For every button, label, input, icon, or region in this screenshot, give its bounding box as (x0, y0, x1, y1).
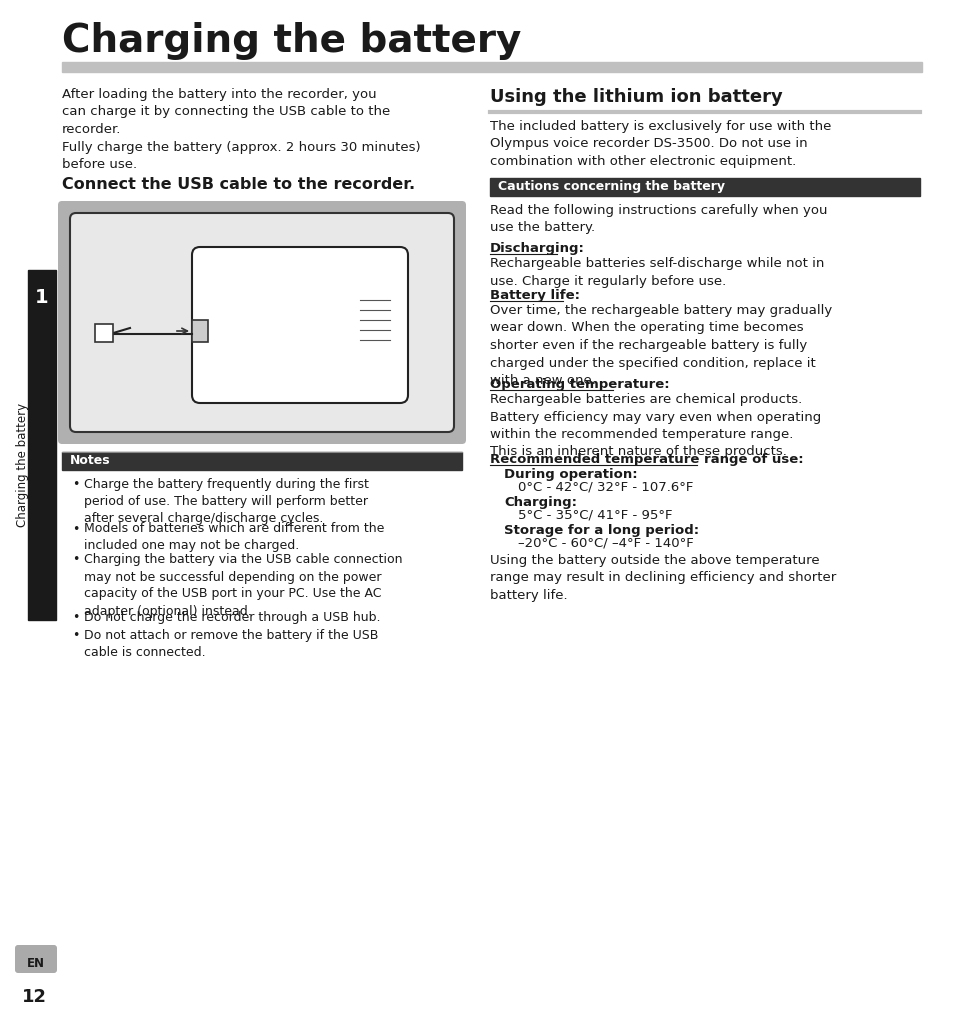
Text: Cautions concerning the battery: Cautions concerning the battery (497, 180, 724, 193)
Text: Do not charge the recorder through a USB hub.: Do not charge the recorder through a USB… (84, 612, 380, 624)
Text: The included battery is exclusively for use with the
Olympus voice recorder DS-3: The included battery is exclusively for … (490, 120, 830, 168)
Text: 12: 12 (22, 988, 47, 1006)
Bar (62, 62, 921, 72)
Text: During operation:: During operation: (503, 468, 637, 481)
Text: 5°C - 35°C/ 41°F - 95°F: 5°C - 35°C/ 41°F - 95°F (517, 509, 672, 522)
Text: •: • (71, 523, 79, 535)
Text: Using the lithium ion battery: Using the lithium ion battery (490, 88, 781, 106)
Text: Charging the battery: Charging the battery (15, 403, 29, 527)
Text: Connect the USB cable to the recorder.: Connect the USB cable to the recorder. (62, 177, 415, 192)
Text: Rechargeable batteries are chemical products.
Battery efficiency may vary even w: Rechargeable batteries are chemical prod… (490, 393, 821, 458)
Text: Do not attach or remove the battery if the USB
cable is connected.: Do not attach or remove the battery if t… (84, 629, 378, 659)
Text: 1: 1 (35, 288, 49, 307)
Text: •: • (71, 612, 79, 624)
Text: 0°C - 42°C/ 32°F - 107.6°F: 0°C - 42°C/ 32°F - 107.6°F (517, 481, 693, 494)
Text: Over time, the rechargeable battery may gradually
wear down. When the operating : Over time, the rechargeable battery may … (490, 304, 831, 387)
Bar (192, 320, 208, 342)
Text: Charging the battery via the USB cable connection
may not be successful dependin: Charging the battery via the USB cable c… (84, 553, 402, 618)
Text: •: • (71, 553, 79, 567)
Text: •: • (71, 478, 79, 491)
Text: Rechargeable batteries self-discharge while not in
use. Charge it regularly befo: Rechargeable batteries self-discharge wh… (490, 257, 823, 287)
Bar (95, 324, 112, 342)
FancyBboxPatch shape (15, 945, 57, 973)
Text: Charging:: Charging: (503, 496, 577, 509)
Text: –20°C - 60°C/ –4°F - 140°F: –20°C - 60°C/ –4°F - 140°F (517, 537, 693, 550)
Text: EN: EN (27, 957, 45, 970)
FancyBboxPatch shape (192, 247, 408, 403)
Text: Battery life:: Battery life: (490, 290, 579, 302)
FancyBboxPatch shape (58, 201, 465, 444)
Bar (62, 452, 461, 470)
Text: Charging the battery: Charging the battery (62, 23, 521, 60)
Text: •: • (71, 629, 79, 642)
Bar (28, 270, 56, 620)
Text: After loading the battery into the recorder, you
can charge it by connecting the: After loading the battery into the recor… (62, 88, 420, 171)
FancyBboxPatch shape (70, 213, 454, 432)
Text: Operating temperature:: Operating temperature: (490, 379, 669, 391)
Text: Models of batteries which are different from the
included one may not be charged: Models of batteries which are different … (84, 523, 384, 552)
Text: Storage for a long period:: Storage for a long period: (503, 524, 699, 537)
Bar (490, 178, 919, 196)
Text: Recommended temperature range of use:: Recommended temperature range of use: (490, 453, 802, 466)
Text: Discharging:: Discharging: (490, 242, 584, 255)
Text: Charge the battery frequently during the first
period of use. The battery will p: Charge the battery frequently during the… (84, 478, 369, 525)
Text: Read the following instructions carefully when you
use the battery.: Read the following instructions carefull… (490, 204, 826, 234)
Text: Notes: Notes (70, 454, 111, 468)
Text: Using the battery outside the above temperature
range may result in declining ef: Using the battery outside the above temp… (490, 554, 836, 602)
